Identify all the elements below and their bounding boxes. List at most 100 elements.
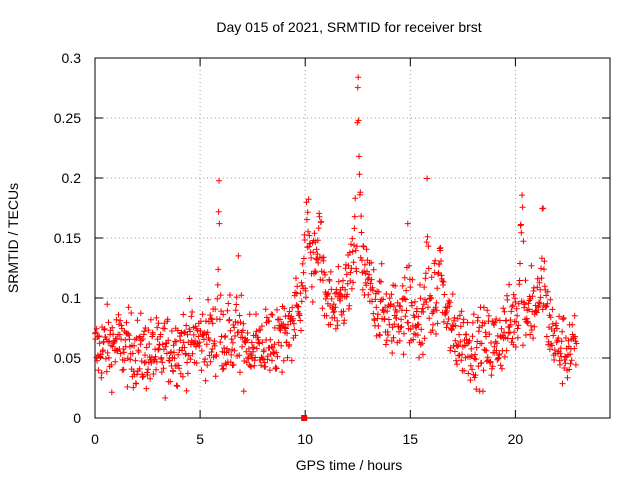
data-point [197, 328, 204, 334]
data-point [391, 321, 398, 328]
data-point [92, 330, 98, 337]
data-point [356, 171, 363, 178]
data-point [233, 294, 240, 301]
data-point [238, 292, 245, 299]
data-point [513, 318, 520, 325]
data-point [463, 331, 470, 338]
data-point [300, 255, 307, 262]
data-point [483, 347, 490, 354]
data-point [536, 300, 543, 307]
data-point [375, 323, 382, 329]
data-point [520, 238, 527, 245]
data-point [161, 325, 168, 332]
data-point [215, 266, 222, 273]
data-point-special [301, 415, 308, 421]
data-point [569, 321, 576, 328]
data-point [282, 313, 289, 320]
data-point [572, 361, 579, 368]
data-point [427, 295, 434, 302]
data-point [214, 295, 221, 302]
data-point [390, 303, 397, 309]
data-point [228, 336, 235, 343]
data-point [482, 347, 489, 354]
data-point [181, 330, 188, 336]
data-point [168, 328, 175, 334]
data-point [165, 337, 172, 344]
data-point [523, 315, 530, 322]
data-point [389, 350, 396, 356]
data-point [519, 192, 526, 199]
data-point [520, 342, 526, 349]
data-point [335, 278, 342, 285]
data-point [208, 315, 214, 322]
data-point [173, 382, 180, 389]
data-point [369, 287, 376, 294]
data-point [393, 308, 400, 315]
data-point [115, 311, 122, 318]
data-point [330, 301, 337, 308]
data-point [560, 315, 567, 322]
data-point [353, 243, 360, 250]
data-point [370, 266, 377, 273]
data-point [184, 370, 191, 377]
data-point [162, 395, 169, 401]
data-point [139, 336, 146, 342]
data-point [246, 311, 253, 318]
data-point [544, 300, 551, 307]
x-tick-label: 10 [297, 431, 313, 447]
data-point [209, 346, 216, 352]
grid-lines [95, 58, 610, 418]
data-point [266, 318, 272, 325]
data-point [501, 308, 508, 315]
data-point [345, 262, 352, 269]
data-point [280, 357, 287, 364]
data-point [146, 341, 153, 347]
data-point [308, 283, 315, 290]
data-point [530, 335, 537, 342]
data-point [253, 345, 260, 352]
data-point [150, 371, 157, 377]
data-point [334, 322, 341, 329]
data-point [113, 335, 120, 342]
data-point [358, 229, 365, 236]
data-point [184, 359, 191, 366]
data-point [558, 338, 565, 345]
data-point [158, 369, 165, 376]
data-point [512, 344, 519, 350]
data-point [157, 331, 164, 338]
data-point [136, 365, 143, 372]
data-point [528, 262, 535, 269]
data-point [226, 316, 233, 323]
data-point [372, 296, 379, 303]
data-point [171, 349, 177, 356]
data-point [446, 297, 452, 304]
data-point [531, 323, 538, 330]
data-point [501, 353, 508, 360]
data-point [311, 230, 318, 237]
data-point [411, 314, 418, 321]
data-point [133, 380, 140, 387]
data-point [233, 301, 240, 308]
data-point [414, 305, 420, 312]
data-point [135, 349, 142, 355]
data-point [279, 369, 286, 376]
data-point [508, 308, 515, 315]
data-point [492, 338, 499, 345]
data-point [432, 257, 439, 264]
data-point [491, 322, 497, 328]
data-point [228, 351, 235, 358]
data-point [256, 340, 263, 347]
data-point [137, 310, 144, 317]
data-point [180, 311, 187, 318]
data-point [420, 308, 427, 315]
data-point [469, 333, 476, 340]
data-point [292, 332, 299, 339]
data-point [206, 337, 213, 343]
data-point [269, 357, 275, 364]
data-point [434, 285, 441, 292]
data-point [120, 366, 127, 373]
data-point [439, 278, 446, 284]
data-point [248, 363, 254, 370]
y-axis-label: SRMTID / TECUs [5, 183, 21, 293]
data-point [331, 308, 338, 315]
